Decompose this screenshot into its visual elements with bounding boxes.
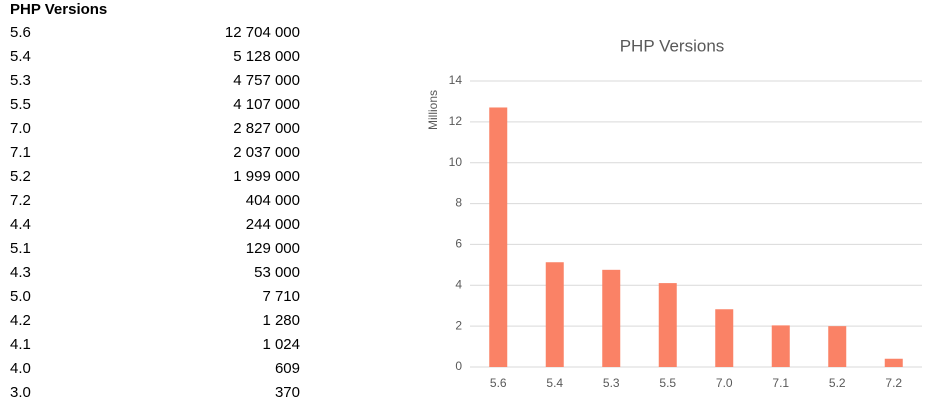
x-tick-label: 7.2 [885,376,902,390]
y-tick-label: 2 [455,318,462,332]
y-tick-label: 4 [455,277,462,291]
table-count: 53 000 [254,264,300,281]
table-title: PHP Versions [10,1,107,18]
table-count: 1 999 000 [233,168,300,185]
table-count: 244 000 [246,216,300,233]
table-version: 5.2 [10,168,31,185]
table-version: 4.3 [10,264,31,281]
table-version: 5.3 [10,72,31,89]
x-tick-label: 7.1 [772,376,789,390]
y-tick-label: 0 [455,359,462,373]
bar [602,269,621,367]
x-tick-label: 5.4 [546,376,563,390]
x-tick-label: 5.2 [829,376,846,390]
table-count: 1 024 [262,336,300,353]
table-version: 5.6 [10,24,31,41]
table-count: 4 107 000 [233,96,300,113]
y-tick-label: 8 [455,196,462,210]
table-version: 7.2 [10,192,31,209]
bar [715,309,734,367]
table-version: 3.0 [10,384,31,401]
x-tick-label: 5.6 [490,376,507,390]
table-version: 4.1 [10,336,31,353]
x-tick-label: 5.3 [603,376,620,390]
y-tick-label: 10 [449,155,463,169]
table-version: 5.4 [10,48,31,65]
table-version: 7.0 [10,120,31,137]
x-tick-label: 5.5 [659,376,676,390]
chart-title: PHP Versions [620,36,725,55]
table-version: 4.4 [10,216,31,233]
table-version: 4.0 [10,360,31,377]
table-count: 129 000 [246,240,300,257]
y-axis-label: Millions [426,90,440,130]
table-version: 7.1 [10,144,31,161]
table-count: 404 000 [246,192,300,209]
table-count: 2 037 000 [233,144,300,161]
x-tick-label: 7.0 [716,376,733,390]
table-count: 12 704 000 [225,24,300,41]
bar [771,325,790,367]
table-count: 1 280 [262,312,300,329]
table-count: 5 128 000 [233,48,300,65]
table-version: 5.1 [10,240,31,257]
table-count: 2 827 000 [233,120,300,137]
table-count: 609 [275,360,300,377]
bar [828,326,847,367]
table-version: 5.0 [10,288,31,305]
y-tick-label: 6 [455,237,462,251]
table-version: 4.2 [10,312,31,329]
bar [545,262,564,367]
y-tick-label: 14 [449,73,463,87]
table-count: 7 710 [262,288,300,305]
table-count: 4 757 000 [233,72,300,89]
y-tick-label: 12 [449,114,463,128]
table-version: 5.5 [10,96,31,113]
table-count: 370 [275,384,300,401]
bar [658,283,677,367]
bar [489,107,508,367]
bar [884,358,903,367]
